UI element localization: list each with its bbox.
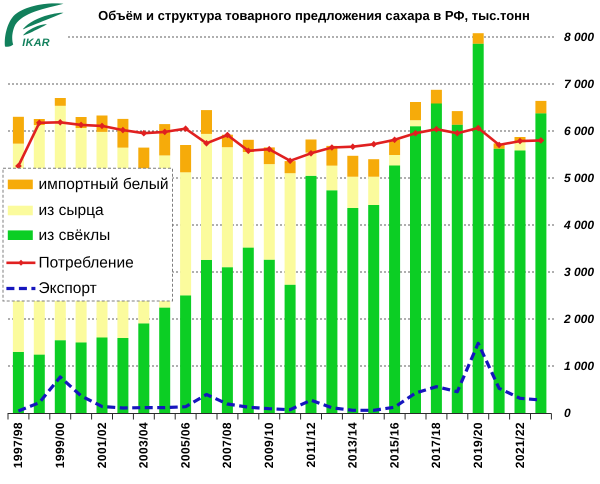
svg-text:2019/20: 2019/20: [471, 422, 485, 468]
svg-text:4 000: 4 000: [563, 218, 594, 232]
svg-text:1999/00: 1999/00: [53, 422, 67, 468]
svg-text:8 000: 8 000: [564, 30, 594, 44]
svg-text:2009/10: 2009/10: [262, 422, 276, 468]
svg-text:2003/04: 2003/04: [137, 422, 151, 468]
svg-text:Потребление: Потребление: [39, 254, 134, 271]
svg-text:2017/18: 2017/18: [429, 422, 443, 468]
svg-text:5 000: 5 000: [564, 171, 594, 185]
svg-text:1 000: 1 000: [564, 359, 594, 373]
svg-text:2011/12: 2011/12: [304, 422, 318, 468]
svg-text:Объём и структура товарного пр: Объём и структура товарного предложения …: [98, 8, 530, 23]
svg-text:2005/06: 2005/06: [178, 422, 192, 468]
svg-text:6 000: 6 000: [564, 124, 594, 138]
svg-text:из сырца: из сырца: [39, 202, 104, 219]
svg-text:1997/98: 1997/98: [11, 422, 25, 468]
svg-text:3 000: 3 000: [564, 265, 594, 279]
svg-text:2 000: 2 000: [563, 312, 594, 326]
svg-text:импортный белый: импортный белый: [39, 176, 169, 193]
svg-text:2007/08: 2007/08: [220, 422, 234, 468]
svg-text:2013/14: 2013/14: [346, 422, 360, 468]
svg-text:Экспорт: Экспорт: [39, 280, 97, 297]
svg-text:2015/16: 2015/16: [387, 422, 401, 468]
svg-text:0: 0: [564, 406, 571, 420]
svg-text:7 000: 7 000: [564, 77, 594, 91]
svg-text:2021/22: 2021/22: [513, 422, 527, 468]
svg-text:из свёклы: из свёклы: [39, 227, 111, 244]
svg-text:IKAR: IKAR: [22, 37, 50, 49]
svg-text:2001/02: 2001/02: [95, 422, 109, 468]
